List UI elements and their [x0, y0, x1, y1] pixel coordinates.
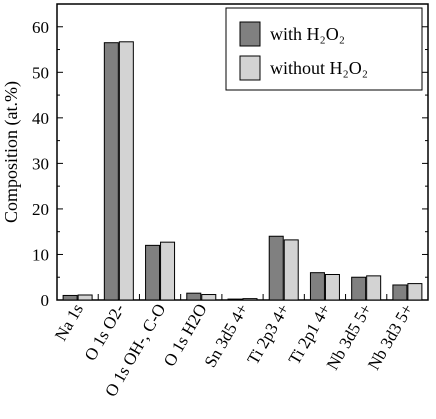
bar-with-h2o2: [392, 284, 408, 301]
bar-without-h2o2: [242, 298, 258, 301]
bar-with-h2o2: [145, 244, 161, 301]
bar-without-h2o2: [283, 239, 299, 301]
y-tick-label: 20: [32, 200, 49, 219]
x-category-label: Na 1s: [51, 301, 87, 344]
y-axis-title: Composition (at.%): [1, 81, 22, 223]
bar-without-h2o2: [201, 294, 217, 301]
legend-swatch: [239, 55, 261, 81]
legend-swatch: [239, 21, 261, 47]
bar-with-h2o2: [186, 292, 202, 301]
y-tick-label: 60: [32, 18, 49, 37]
bar-without-h2o2: [160, 241, 176, 301]
bars: [62, 41, 423, 301]
bar-without-h2o2: [324, 273, 340, 301]
y-tick-label: 10: [32, 245, 49, 264]
bar-without-h2o2: [118, 41, 134, 301]
y-tick-label: 40: [32, 109, 49, 128]
bar-with-h2o2: [62, 294, 78, 301]
legend: with H₂O₂ without H₂O₂: [225, 7, 423, 91]
bar-with-h2o2: [351, 276, 367, 301]
y-tick-label: 0: [41, 291, 50, 310]
bar-with-h2o2: [227, 298, 243, 301]
bar-without-h2o2: [407, 283, 423, 301]
legend-label: with H₂O₂: [270, 24, 345, 44]
legend-label: without H₂O₂: [270, 58, 368, 78]
y-tick-label: 50: [32, 63, 49, 82]
bar-with-h2o2: [268, 235, 284, 301]
bar-with-h2o2: [309, 272, 325, 301]
bar-without-h2o2: [77, 294, 93, 301]
bar-without-h2o2: [366, 275, 382, 301]
y-tick-label: 30: [32, 154, 49, 173]
bar-with-h2o2: [103, 42, 119, 301]
